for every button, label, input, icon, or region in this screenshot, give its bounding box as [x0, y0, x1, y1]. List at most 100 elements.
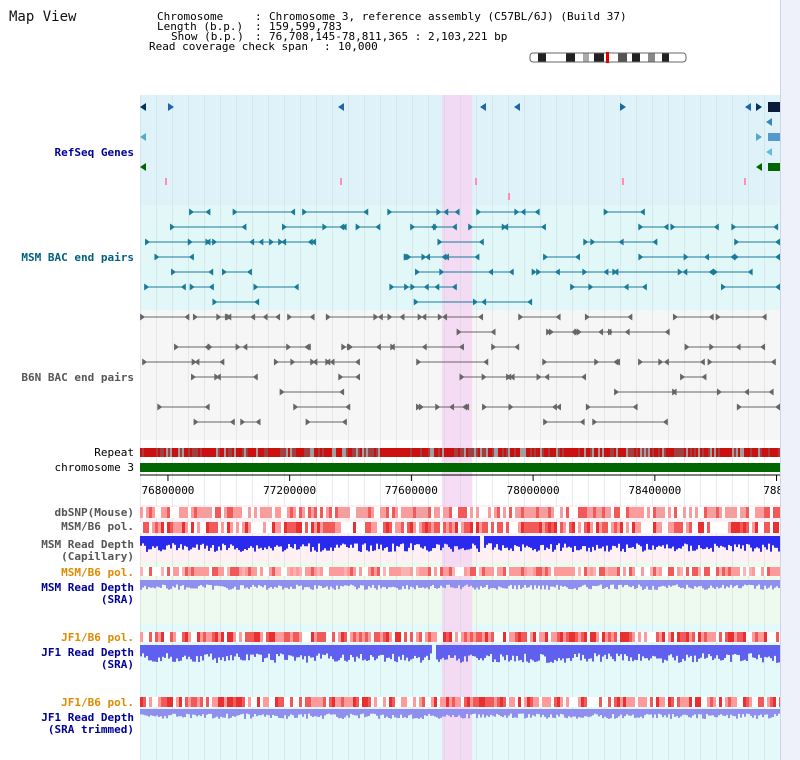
msm-depth-capillary-bar [506, 536, 508, 548]
msm-bac-pair-end [189, 208, 195, 216]
msm-b6-pol-strip [527, 522, 530, 533]
msm-depth-capillary-bar [148, 536, 150, 550]
msm-depth-capillary-bar [264, 536, 266, 548]
msm-depth-capillary-bar [554, 536, 556, 550]
jf1-b6-pol-strip [437, 632, 440, 642]
repeat-segment [332, 448, 334, 457]
msm-depth-sra-bar [694, 580, 696, 587]
jf1-b6-pol-strip [299, 632, 302, 642]
dbsnp-strip [383, 507, 386, 518]
repeat-segment [534, 448, 536, 457]
msm-b6-pol-strip [638, 522, 641, 533]
jf1-depth-trimmed-bar [706, 709, 708, 714]
msm-b6-pol-strip [416, 522, 419, 533]
track-label-jf1-depth-sra[interactable]: JF1 Read Depth [41, 646, 134, 659]
msm-depth-sra-bar [506, 580, 508, 589]
msm-depth-capillary-bar [606, 536, 608, 546]
msm-b6-pol-strip [392, 522, 395, 533]
dbsnp-strip [389, 507, 392, 518]
chromosome-ideogram[interactable] [528, 52, 688, 64]
repeat-segment [294, 448, 296, 457]
jf1-depth-sra-bar [634, 645, 636, 660]
msm-b6-pol2-strip [680, 567, 683, 576]
track-label-b6n-bac[interactable]: B6N BAC end pairs [21, 371, 134, 384]
jf1-depth-trimmed-bar [142, 709, 144, 715]
jf1-b6-pol-strip [218, 632, 221, 642]
jf1-depth-trimmed-bar [162, 709, 164, 719]
msm-depth-sra-bar [444, 580, 446, 589]
msm-b6-pol2-strip [635, 567, 638, 576]
msm-b6-pol2-strip [509, 567, 512, 576]
repeat-segment [172, 448, 174, 457]
jf1-b6-pol2-strip [596, 697, 599, 707]
jf1-depth-trimmed-bar [690, 709, 692, 718]
jf1-depth-trimmed-bar [590, 709, 592, 717]
b6n-bac-pair-end [255, 418, 261, 426]
msm-depth-capillary-bar [572, 536, 574, 552]
msm-depth-sra-bar [606, 580, 608, 588]
jf1-depth-trimmed-bar [490, 709, 492, 715]
b6n-bac-pair-end [506, 373, 512, 381]
dbsnp-strip [449, 507, 452, 518]
repeat-segment [388, 448, 390, 457]
repeat-segment [672, 448, 674, 457]
jf1-depth-sra-bar [668, 645, 670, 656]
scroll-strip[interactable] [780, 0, 800, 760]
track-label-msm-bac[interactable]: MSM BAC end pairs [21, 251, 134, 264]
dbsnp-strip [251, 507, 254, 518]
msm-depth-capillary-bar [260, 536, 262, 548]
jf1-depth-trimmed-bar [310, 709, 312, 716]
msm-b6-pol2-strip [311, 567, 314, 576]
msm-depth-sra-bar [710, 580, 712, 586]
repeat-segment [358, 448, 360, 457]
msm-b6-pol2-strip [422, 567, 425, 576]
track-label-jf1-b6-pol-1[interactable]: JF1/B6 pol. [61, 631, 134, 644]
jf1-depth-sra-bar [550, 645, 552, 662]
msm-depth-sra-bar [714, 580, 716, 589]
msm-depth-capillary-bar [484, 536, 486, 548]
dbsnp-strip [308, 507, 311, 518]
msm-depth-capillary-bar [652, 536, 654, 546]
msm-depth-capillary-bar [620, 536, 622, 552]
jf1-depth-trimmed-bar [452, 709, 454, 715]
jf1-depth-trimmed-bar [676, 709, 678, 717]
repeat-segment [306, 448, 308, 457]
repeat-segment [620, 448, 622, 457]
msm-depth-capillary-bar [368, 536, 370, 552]
b6n-bac-pair-end [768, 388, 774, 396]
msm-depth-sra-bar [750, 580, 752, 585]
track-label-msm-depth-sra[interactable]: MSM Read Depth [41, 581, 134, 594]
repeat-segment [248, 448, 250, 457]
msm-depth-sra-bar [734, 580, 736, 587]
track-label-refseq[interactable]: RefSeq Genes [54, 146, 134, 159]
track-label-msm-depth-capillary[interactable]: MSM Read Depth [41, 538, 134, 551]
jf1-b6-pol2-strip [677, 697, 680, 707]
jf1-b6-pol-strip [362, 632, 365, 642]
msm-depth-capillary-bar [362, 536, 364, 545]
msm-b6-pol-strip [755, 522, 758, 533]
track-label-dbsnp[interactable]: dbSNP(Mouse) [54, 506, 134, 519]
msm-depth-capillary-bar [226, 536, 228, 551]
jf1-b6-pol-strip [500, 632, 503, 642]
jf1-depth-trimmed-bar [148, 709, 150, 717]
coverage-value: 10,000 [338, 40, 378, 53]
msm-depth-capillary-bar [636, 536, 638, 544]
jf1-depth-trimmed-bar [370, 709, 372, 714]
msm-depth-capillary-bar [708, 536, 710, 550]
refseq-gene [480, 103, 486, 111]
msm-b6-pol2-strip [431, 567, 434, 576]
repeat-segment [600, 448, 602, 457]
track-label-jf1-b6-pol-2[interactable]: JF1/B6 pol. [61, 696, 134, 709]
jf1-b6-pol2-strip [272, 697, 275, 707]
genome-map-plot[interactable]: 76800000 77200000 77600000 78000000 78400000… [140, 95, 780, 760]
jf1-b6-pol-strip [374, 632, 377, 642]
track-label-msm-b6-pol-1[interactable]: MSM/B6 pol. [61, 520, 134, 533]
jf1-b6-pol2-strip [635, 697, 638, 707]
dbsnp-strip [407, 507, 410, 518]
jf1-b6-pol-strip [737, 632, 740, 642]
track-label-msm-b6-pol-2[interactable]: MSM/B6 pol. [61, 566, 134, 579]
repeat-segment [748, 448, 750, 457]
msm-depth-capillary-bar [210, 536, 212, 548]
track-label-jf1-depth-trimmed[interactable]: JF1 Read Depth [41, 711, 134, 724]
msm-depth-sra-bar [148, 580, 150, 588]
